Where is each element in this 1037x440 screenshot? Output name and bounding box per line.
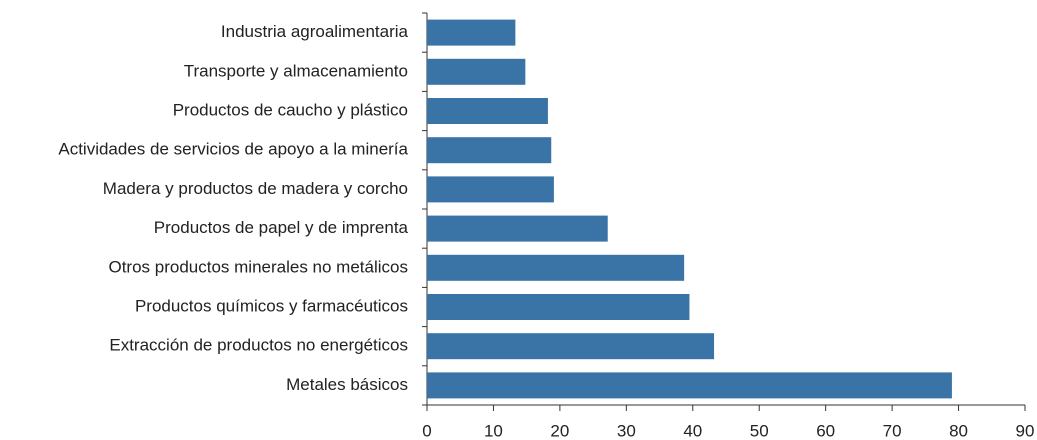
y-tick-label: Productos de caucho y plástico xyxy=(173,100,408,119)
x-tick-label: 90 xyxy=(1016,421,1035,440)
bar xyxy=(427,98,548,124)
y-tick-label: Actividades de servicios de apoyo a la m… xyxy=(58,140,408,159)
x-tick-label: 50 xyxy=(750,421,769,440)
y-tick-label: Otros productos minerales no metálicos xyxy=(108,257,408,276)
y-tick-label: Madera y productos de madera y corcho xyxy=(103,179,408,198)
bar xyxy=(427,176,554,203)
x-tick-label: 40 xyxy=(683,421,702,440)
x-tick-label: 20 xyxy=(550,421,569,440)
bar xyxy=(427,294,690,320)
bar xyxy=(427,372,952,399)
y-tick-label: Industria agroalimentaria xyxy=(221,22,409,41)
y-tick-label: Extracción de productos no energéticos xyxy=(109,336,408,355)
x-tick-label: 70 xyxy=(883,421,902,440)
y-tick-label: Metales básicos xyxy=(286,375,408,394)
x-tick-label: 0 xyxy=(422,421,431,440)
bar xyxy=(427,137,552,164)
bar xyxy=(427,254,685,281)
x-tick-label: 10 xyxy=(484,421,503,440)
y-tick-label: Productos químicos y farmacéuticos xyxy=(135,296,408,315)
x-tick-label: 60 xyxy=(816,421,835,440)
bar xyxy=(427,58,526,85)
x-tick-label: 30 xyxy=(617,421,636,440)
x-tick-label: 80 xyxy=(949,421,968,440)
y-tick-label: Transporte y almacenamiento xyxy=(184,61,408,80)
bar xyxy=(427,333,715,360)
y-tick-label: Productos de papel y de imprenta xyxy=(154,218,409,237)
bar xyxy=(427,215,608,242)
bar xyxy=(427,19,516,46)
